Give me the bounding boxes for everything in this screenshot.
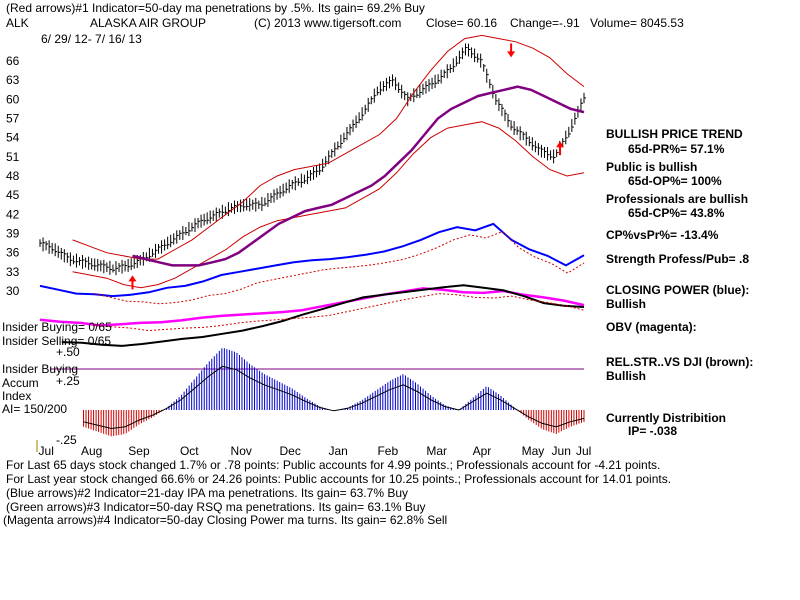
distribution-label: Currently Distribition <box>606 411 727 425</box>
month-axis: Jul Aug Sep Oct Nov Dec Jan Feb Mar Apr May Jun Jul <box>36 440 591 458</box>
y-tick-label: 57 <box>6 112 20 126</box>
footer-line-3: (Blue arrows)#2 Indicator=21-day IPA ma … <box>6 486 408 500</box>
x-tick-label: May <box>522 444 545 458</box>
closing-power-status: Bullish <box>606 297 647 311</box>
x-tick-label: Jul <box>39 444 54 458</box>
professionals-status: Professionals are bullish <box>606 192 749 206</box>
obv-line <box>39 287 585 327</box>
ticker: ALK <box>6 16 29 30</box>
op-value: 65d-OP%= 100% <box>628 174 722 188</box>
obv-ma <box>94 293 585 332</box>
footer-line-4: (Green arrows)#3 Indicator=50-day RSQ ma… <box>6 500 426 514</box>
public-status: Public is bullish <box>606 160 698 174</box>
signal-arrow-head <box>128 275 137 282</box>
insider-buying-2: Insider Buying <box>2 362 79 376</box>
upper-band-line <box>72 34 585 260</box>
change-value: Change=-.91 <box>510 16 580 30</box>
footer-line-5: (Magenta arrows)#4 Indicator=50-day Clos… <box>3 513 448 527</box>
cp-vs-pr: CP%vsPr%= -13.4% <box>606 228 719 242</box>
x-tick-label: Jun <box>552 444 571 458</box>
indicator-line-1: (Red arrows)#1 Indicator=50-day ma penet… <box>6 1 425 15</box>
close-value: Close= 60.16 <box>426 16 498 30</box>
signal-arrows <box>128 43 565 290</box>
index-label: Index <box>2 389 32 403</box>
y-tick-label: 60 <box>6 92 20 106</box>
price-axis: 66 63 60 57 54 51 48 45 42 39 36 33 30 <box>6 54 20 298</box>
rel-str-line <box>61 284 585 347</box>
ai-value: AI= 150/200 <box>2 402 68 416</box>
y-tick-label: 66 <box>6 54 20 68</box>
company-name: ALASKA AIR GROUP <box>90 16 207 30</box>
y-tick-label: 51 <box>6 150 20 164</box>
x-tick-label: Nov <box>231 444 252 458</box>
accumulation-histogram <box>50 348 585 437</box>
copyright: (C) 2013 www.tigersoft.com <box>254 16 402 30</box>
rel-str-status: Bullish <box>606 369 647 383</box>
volume-value: Volume= 8045.53 <box>590 16 684 30</box>
accum-plus50: +.50 <box>56 345 80 359</box>
x-tick-label: Dec <box>280 444 301 458</box>
x-tick-label: Feb <box>377 444 398 458</box>
closing-power-label: CLOSING POWER (blue): <box>606 283 750 297</box>
price-bars <box>39 43 586 276</box>
signal-arrow-head <box>507 51 516 58</box>
ip-value: IP= -.038 <box>628 424 678 438</box>
footer-line-2: For Last year stock changed 66.6% or 24.… <box>6 472 672 486</box>
strength-ratio: Strength Profess/Pub= .8 <box>606 252 750 266</box>
y-tick-label: 45 <box>6 188 20 202</box>
x-tick-label: Oct <box>180 444 199 458</box>
ma50-line <box>132 85 585 267</box>
accum-minus25: -.25 <box>56 433 77 447</box>
accum-ma-line <box>83 365 585 430</box>
y-tick-label: 63 <box>6 73 20 87</box>
y-tick-label: 42 <box>6 207 20 221</box>
x-tick-label: Mar <box>426 444 447 458</box>
x-tick-label: Apr <box>473 444 492 458</box>
pr-value: 65d-PR%= 57.1% <box>628 142 725 156</box>
cp-value: 65d-CP%= 43.8% <box>628 206 725 220</box>
y-tick-label: 54 <box>6 131 20 145</box>
trend-title: BULLISH PRICE TREND <box>606 127 743 141</box>
insider-buying: Insider Buying= 0/65 <box>2 320 112 334</box>
date-range: 6/ 29/ 12- 7/ 16/ 13 <box>41 32 142 46</box>
signal-arrow-head <box>556 141 565 148</box>
lower-band-line <box>72 121 585 289</box>
y-tick-label: 30 <box>6 284 20 298</box>
x-tick-label: Sep <box>128 444 150 458</box>
closing-power-ma <box>94 231 585 305</box>
y-tick-label: 48 <box>6 169 20 183</box>
y-tick-label: 39 <box>6 227 20 241</box>
x-tick-label: Jan <box>328 444 347 458</box>
y-tick-label: 36 <box>6 246 20 260</box>
footer-line-1: For Last 65 days stock changed 1.7% or .… <box>6 458 661 472</box>
indicator-lines <box>39 34 585 347</box>
accum-label: Accum <box>2 376 39 390</box>
rel-str-label: REL.STR..VS DJI (brown): <box>606 355 754 369</box>
accum-plus25: +.25 <box>56 374 80 388</box>
insider-selling: Insider Selling= 0/65 <box>2 334 112 348</box>
y-tick-label: 33 <box>6 265 20 279</box>
closing-power-line <box>39 222 585 298</box>
x-tick-label: Aug <box>81 444 102 458</box>
obv-label: OBV (magenta): <box>606 320 697 334</box>
x-tick-label: Jul <box>576 444 591 458</box>
